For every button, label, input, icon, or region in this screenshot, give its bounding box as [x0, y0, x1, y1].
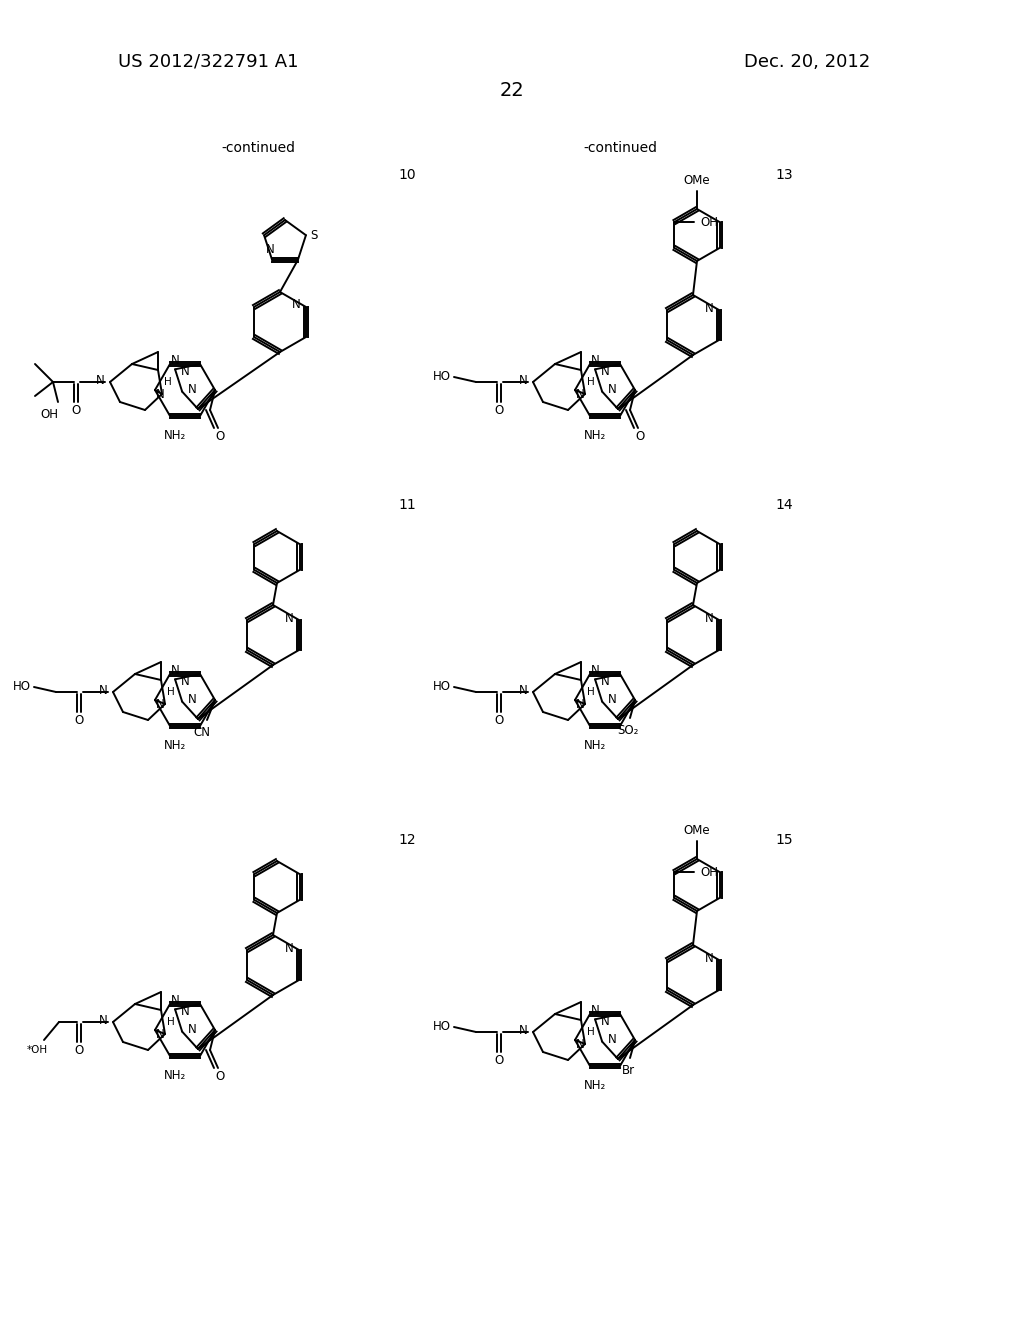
Text: N: N [156, 697, 165, 710]
Text: N: N [591, 664, 599, 677]
Text: N: N [601, 675, 609, 688]
Text: N: N [575, 1038, 585, 1051]
Text: 22: 22 [500, 81, 524, 99]
Text: N: N [156, 388, 165, 400]
Text: H: H [587, 1027, 595, 1038]
Text: O: O [495, 404, 504, 417]
Text: 13: 13 [775, 168, 793, 182]
Text: -continued: -continued [583, 141, 657, 154]
Text: O: O [72, 404, 81, 417]
Text: OH: OH [40, 408, 58, 421]
Text: H: H [167, 1016, 175, 1027]
Text: N: N [518, 684, 527, 697]
Text: N: N [98, 1014, 108, 1027]
Text: N: N [171, 354, 179, 367]
Text: US 2012/322791 A1: US 2012/322791 A1 [118, 53, 299, 71]
Text: N: N [171, 994, 179, 1007]
Text: N: N [187, 383, 197, 396]
Text: Br: Br [622, 1064, 635, 1077]
Text: N: N [518, 374, 527, 387]
Text: NH₂: NH₂ [584, 429, 606, 442]
Text: NH₂: NH₂ [164, 739, 186, 752]
Text: N: N [608, 1034, 616, 1047]
Text: N: N [575, 388, 585, 400]
Text: N: N [180, 364, 189, 378]
Text: N: N [285, 941, 293, 954]
Text: O: O [495, 714, 504, 726]
Text: NH₂: NH₂ [584, 739, 606, 752]
Text: H: H [164, 378, 172, 387]
Text: H: H [167, 686, 175, 697]
Text: *OH: *OH [27, 1045, 47, 1055]
Text: CN: CN [194, 726, 211, 738]
Text: N: N [601, 1015, 609, 1028]
Text: N: N [187, 693, 197, 706]
Text: N: N [180, 1005, 189, 1018]
Text: HO: HO [433, 370, 451, 383]
Text: O: O [495, 1053, 504, 1067]
Text: N: N [575, 697, 585, 710]
Text: N: N [705, 301, 714, 314]
Text: 14: 14 [775, 498, 793, 512]
Text: H: H [587, 378, 595, 387]
Text: S: S [310, 228, 317, 242]
Text: O: O [215, 1069, 224, 1082]
Text: N: N [608, 693, 616, 706]
Text: N: N [292, 298, 300, 312]
Text: N: N [285, 611, 293, 624]
Text: 15: 15 [775, 833, 793, 847]
Text: NH₂: NH₂ [164, 1069, 186, 1082]
Text: Dec. 20, 2012: Dec. 20, 2012 [743, 53, 870, 71]
Text: N: N [608, 383, 616, 396]
Text: N: N [171, 664, 179, 677]
Text: N: N [180, 675, 189, 688]
Text: N: N [98, 684, 108, 697]
Text: O: O [635, 429, 645, 442]
Text: N: N [518, 1023, 527, 1036]
Text: N: N [156, 1027, 165, 1040]
Text: HO: HO [433, 1019, 451, 1032]
Text: 11: 11 [398, 498, 416, 512]
Text: N: N [705, 952, 714, 965]
Text: N: N [601, 364, 609, 378]
Text: O: O [75, 714, 84, 726]
Text: SO₂: SO₂ [617, 723, 639, 737]
Text: 10: 10 [398, 168, 416, 182]
Text: N: N [705, 611, 714, 624]
Text: H: H [587, 686, 595, 697]
Text: O: O [75, 1044, 84, 1056]
Text: O: O [215, 429, 224, 442]
Text: N: N [591, 354, 599, 367]
Text: N: N [265, 243, 274, 256]
Text: OH: OH [700, 215, 719, 228]
Text: HO: HO [433, 680, 451, 693]
Text: HO: HO [13, 680, 31, 693]
Text: NH₂: NH₂ [164, 429, 186, 442]
Text: NH₂: NH₂ [584, 1080, 606, 1093]
Text: 12: 12 [398, 833, 416, 847]
Text: OH: OH [700, 866, 719, 879]
Text: N: N [591, 1003, 599, 1016]
Text: N: N [95, 374, 104, 387]
Text: OMe: OMe [684, 174, 711, 187]
Text: -continued: -continued [221, 141, 295, 154]
Text: N: N [187, 1023, 197, 1036]
Text: OMe: OMe [684, 825, 711, 837]
